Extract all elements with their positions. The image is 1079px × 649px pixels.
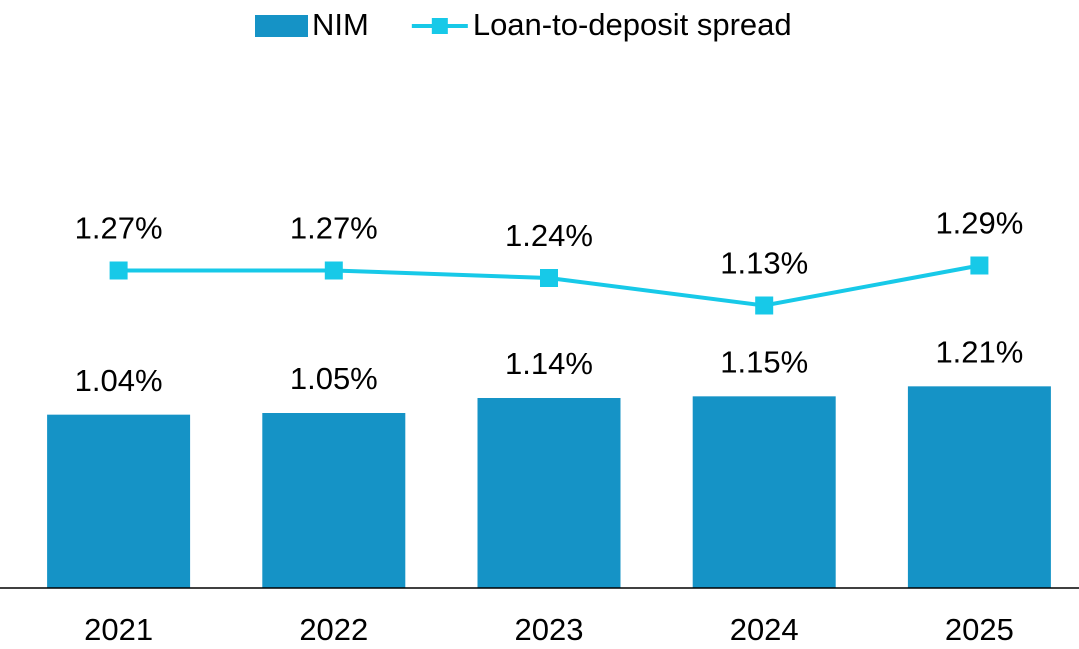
- data-label: 1.05%: [290, 361, 378, 396]
- data-label: 1.24%: [505, 218, 593, 253]
- data-label: 1.15%: [720, 345, 808, 380]
- legend-label: NIM: [312, 7, 369, 42]
- bar: [47, 414, 191, 588]
- data-label: 1.04%: [75, 363, 163, 398]
- x-tick-label: 2023: [515, 612, 584, 647]
- x-tick-label: 2025: [945, 612, 1014, 647]
- marker: [755, 296, 774, 315]
- data-label: 1.27%: [290, 211, 378, 246]
- bar: [907, 386, 1051, 588]
- marker: [540, 269, 558, 287]
- marker: [324, 261, 343, 280]
- data-label: 1.29%: [935, 206, 1023, 241]
- bar: [262, 413, 406, 588]
- data-label: 1.21%: [935, 335, 1023, 370]
- x-tick-label: 2022: [299, 612, 368, 647]
- x-tick-label: 2024: [730, 612, 799, 647]
- legend-label: Loan-to-deposit spread: [473, 7, 792, 42]
- legend-swatch: [431, 18, 448, 34]
- bar: [692, 396, 836, 588]
- data-label: 1.13%: [720, 246, 808, 281]
- data-label: 1.27%: [75, 211, 163, 246]
- marker: [970, 256, 989, 275]
- bar: [477, 398, 621, 588]
- x-tick-label: 2021: [84, 612, 153, 647]
- marker: [109, 261, 128, 280]
- data-label: 1.14%: [505, 346, 593, 381]
- legend-swatch: [255, 15, 308, 37]
